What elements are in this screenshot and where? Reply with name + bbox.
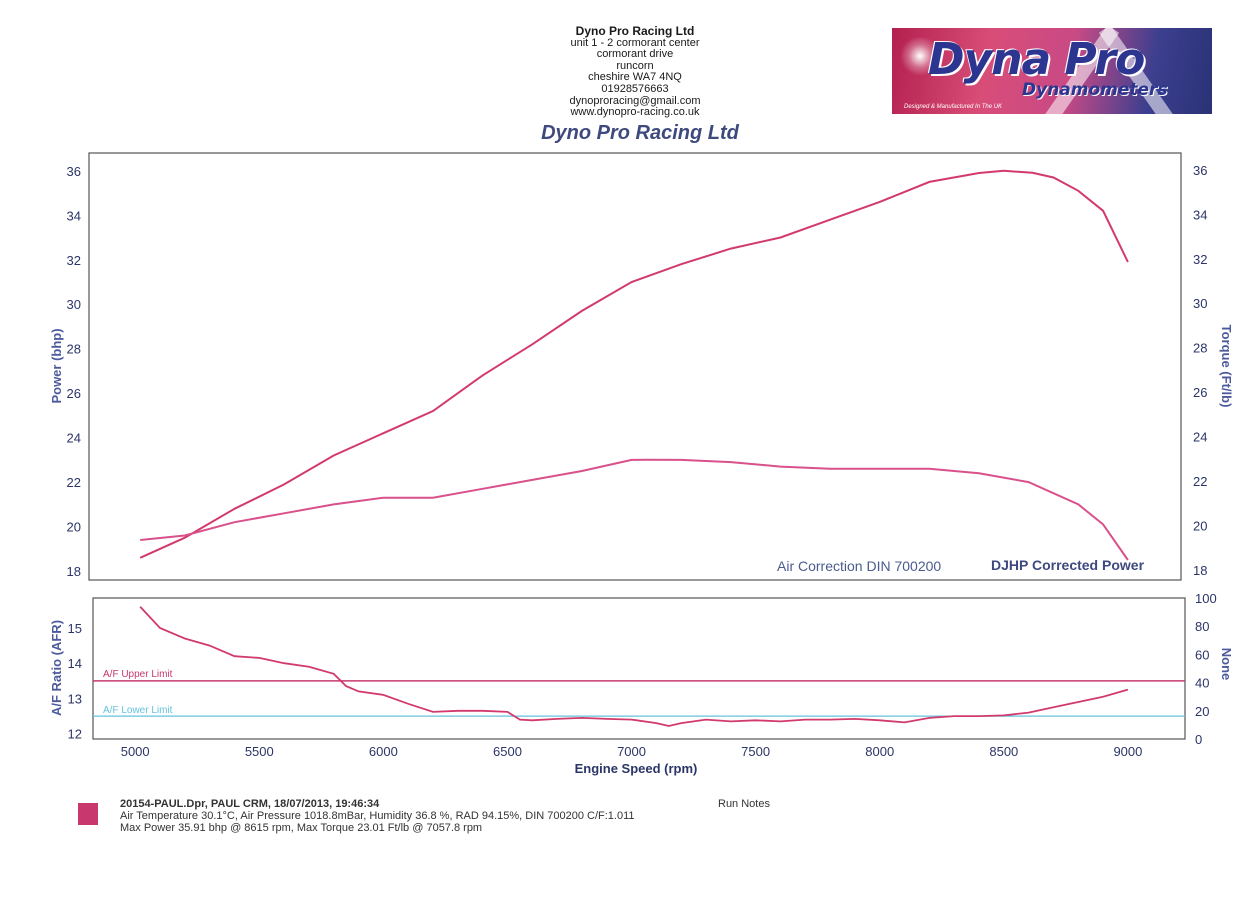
torque-axis-label: Torque (Ft/lb) (1219, 325, 1234, 408)
torque-tick-label: 36 (1193, 163, 1207, 178)
logo-subtitle: Dynamometers (1022, 80, 1168, 100)
rpm-tick-label: 5000 (121, 744, 150, 759)
none-tick-label: 80 (1195, 619, 1209, 634)
torque-tick-label: 34 (1193, 207, 1207, 222)
address-line: runcorn (616, 59, 654, 72)
none-tick-label: 60 (1195, 647, 1209, 662)
rpm-tick-label: 5500 (245, 744, 274, 759)
power-tick-label: 36 (67, 164, 81, 179)
air-correction-annotation: Air Correction DIN 700200 (777, 558, 941, 574)
power-tick-label: 32 (67, 253, 81, 268)
none-tick-label: 100 (1195, 591, 1217, 606)
af-lower-limit-label: A/F Lower Limit (103, 705, 173, 716)
torque-tick-label: 32 (1193, 252, 1207, 267)
engine-speed-axis-label: Engine Speed (rpm) (575, 761, 698, 776)
afr-tick-label: 14 (68, 656, 82, 671)
torque-series-line (140, 458, 1129, 561)
chart-title: Dyno Pro Racing Ltd (541, 122, 739, 144)
corrected-power-annotation: DJHP Corrected Power (991, 557, 1145, 573)
address-line: cormorant drive (596, 48, 674, 61)
none-tick-label: 40 (1195, 676, 1209, 691)
power-tick-label: 20 (67, 520, 81, 535)
power-tick-label: 22 (67, 475, 81, 490)
rpm-tick-label: 8000 (865, 744, 894, 759)
run-file-line: 20154-PAUL.Dpr, PAUL CRM, 18/07/2013, 19… (120, 798, 380, 810)
afr-tick-label: 12 (68, 727, 82, 742)
run-conditions-line: Air Temperature 30.1°C, Air Pressure 101… (120, 810, 635, 822)
power-torque-plot-frame (88, 152, 1182, 581)
website-url: www.dynopro-racing.co.uk (570, 106, 700, 119)
dealer-address-block: Dyno Pro Racing Ltd unit 1 - 2 cormorant… (520, 24, 750, 119)
afr-axis-label: A/F Ratio (AFR) (49, 620, 64, 716)
rpm-tick-label: 8500 (989, 744, 1018, 759)
none-axis-label: None (1219, 648, 1234, 681)
run-notes-label: Run Notes (718, 798, 770, 810)
lens-flare-icon (900, 36, 940, 76)
rpm-tick-label: 7500 (741, 744, 770, 759)
torque-tick-label: 28 (1193, 341, 1207, 356)
torque-tick-label: 30 (1193, 296, 1207, 311)
torque-tick-label: 20 (1193, 519, 1207, 534)
run-info: 20154-PAUL.Dpr, PAUL CRM, 18/07/2013, 19… (120, 798, 635, 834)
run-max-line: Max Power 35.91 bhp @ 8615 rpm, Max Torq… (120, 822, 483, 834)
rpm-tick-label: 9000 (1113, 744, 1142, 759)
email-address: dynoproracing@gmail.com (569, 94, 701, 107)
torque-tick-label: 18 (1193, 563, 1207, 578)
torque-tick-label: 26 (1193, 385, 1207, 400)
phone-number: 01928576663 (601, 82, 669, 95)
power-tick-label: 18 (67, 564, 81, 579)
power-tick-label: 34 (67, 208, 81, 223)
rpm-tick-label: 7000 (617, 744, 646, 759)
rpm-tick-label: 6500 (493, 744, 522, 759)
none-tick-label: 20 (1195, 704, 1209, 719)
dynapro-logo: Dyna Pro Dynamometers Designed & Manufac… (892, 28, 1212, 114)
company-name: Dyno Pro Racing Ltd (575, 24, 695, 38)
afr-tick-label: 13 (68, 691, 82, 706)
address-line: cheshire WA7 4NQ (588, 71, 682, 84)
logo-brand: Dyna Pro (928, 34, 1145, 85)
af-upper-limit-label: A/F Upper Limit (103, 669, 173, 680)
power-tick-label: 28 (67, 342, 81, 357)
torque-tick-label: 22 (1193, 474, 1207, 489)
run-color-swatch (78, 803, 98, 825)
none-tick-label: 0 (1195, 732, 1202, 747)
afr-tick-label: 15 (68, 621, 82, 636)
logo-tagline: Designed & Manufactured In The UK (904, 104, 1003, 110)
power-tick-label: 26 (67, 386, 81, 401)
address-line: unit 1 - 2 cormorant center (570, 36, 700, 49)
power-tick-label: 30 (67, 297, 81, 312)
torque-tick-label: 24 (1193, 430, 1207, 445)
power-series-line (139, 169, 1129, 559)
power-tick-label: 24 (67, 431, 81, 446)
rpm-tick-label: 6000 (369, 744, 398, 759)
afr-series-line (139, 606, 1129, 727)
afr-plot-frame (92, 597, 1186, 740)
power-axis-label: Power (bhp) (49, 328, 64, 403)
